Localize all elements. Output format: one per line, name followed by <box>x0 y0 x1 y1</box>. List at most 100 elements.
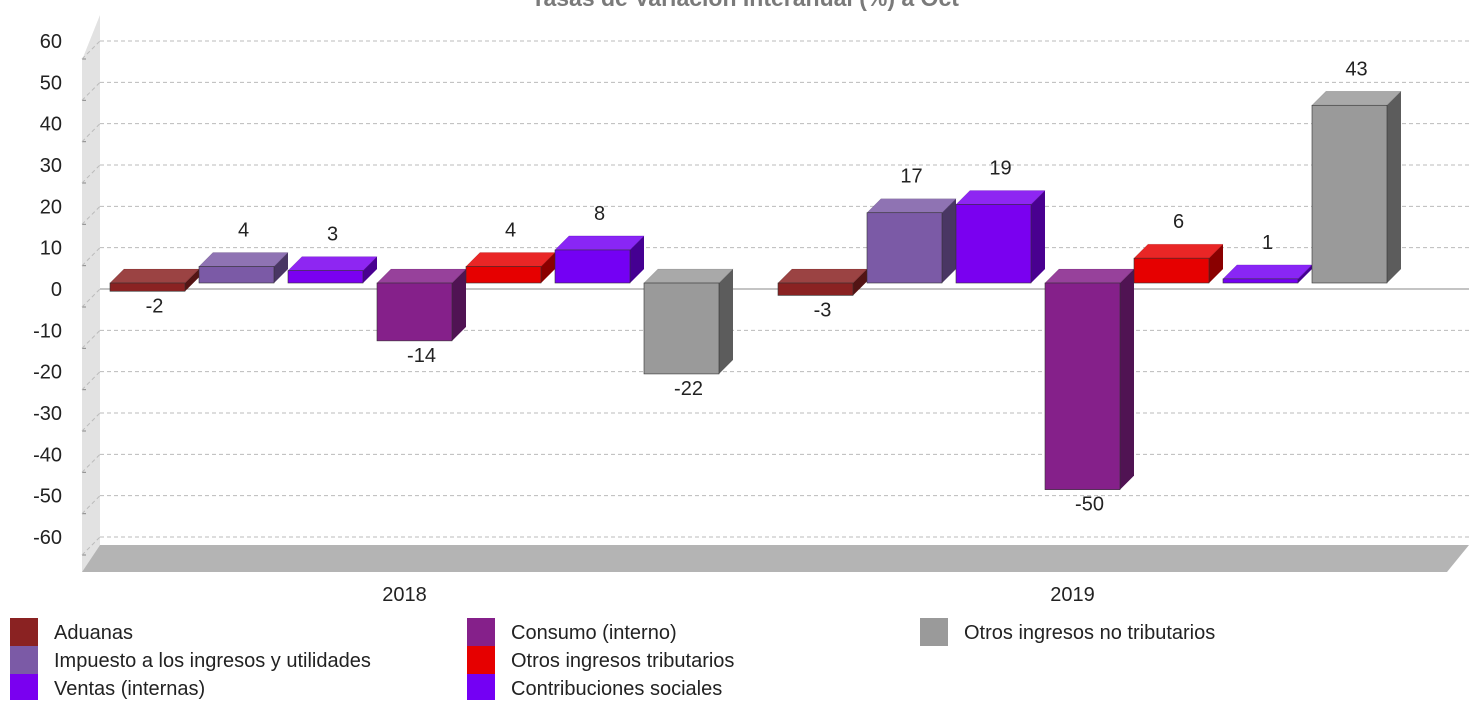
bar-top-shade <box>1133 243 1224 259</box>
bar <box>109 282 186 292</box>
data-label: 43 <box>1345 58 1367 80</box>
bar <box>198 266 275 284</box>
y-tick-label: 0 <box>51 279 62 301</box>
bar-side-shade <box>1298 264 1312 283</box>
legend-swatch <box>10 646 38 674</box>
legend-swatch <box>920 618 948 646</box>
bar-top <box>1045 269 1134 283</box>
legend-label: Ventas (internas) <box>54 678 205 700</box>
y-tick-label: -30 <box>33 403 62 425</box>
bar-side <box>541 252 555 283</box>
bar <box>955 204 1032 284</box>
bar-side <box>1120 269 1134 490</box>
bar-top-shade <box>1044 268 1135 284</box>
bar <box>1044 282 1121 490</box>
data-label: 17 <box>900 166 922 188</box>
bar-side-shade <box>853 269 867 296</box>
bar-side-shade <box>630 235 644 283</box>
grid-line <box>81 81 101 101</box>
data-label: 8 <box>594 203 605 225</box>
bar <box>1222 278 1299 284</box>
bar-top <box>1312 91 1401 106</box>
grid-line <box>81 412 101 432</box>
bar-top <box>199 252 288 267</box>
data-label: -14 <box>407 345 436 367</box>
bar-side <box>1387 91 1401 284</box>
bar-top-shade <box>1311 90 1402 106</box>
legend-swatch <box>10 674 38 702</box>
bar-side <box>853 269 867 296</box>
bar-side-shade <box>1387 91 1401 284</box>
bar <box>376 282 453 342</box>
bar <box>777 282 854 296</box>
grid-line <box>81 453 101 473</box>
legend-swatch <box>10 618 38 646</box>
bar-side-shade <box>185 269 199 292</box>
bar <box>1133 257 1210 284</box>
data-label: -50 <box>1075 494 1104 516</box>
grid-line <box>81 371 101 391</box>
data-label: 6 <box>1173 211 1184 233</box>
data-label: 4 <box>238 219 249 241</box>
bar-side-shade <box>1031 190 1045 283</box>
bar-side <box>719 269 733 374</box>
legend-label: Impuesto a los ingresos y utilidades <box>54 650 371 672</box>
legend-label: Aduanas <box>54 622 133 644</box>
y-tick-label: -20 <box>33 362 62 384</box>
bar-side-shade <box>719 269 733 374</box>
bar-top-shade <box>465 252 556 267</box>
y-tick-label: 10 <box>40 238 62 260</box>
grid-line <box>81 40 101 60</box>
bar-top <box>778 269 867 283</box>
bar-side <box>185 269 199 292</box>
data-label: -2 <box>146 295 164 317</box>
bar <box>1311 104 1388 284</box>
bar-top-shade <box>198 252 289 267</box>
bar-side-shade <box>452 269 466 341</box>
bar-top <box>1223 264 1312 279</box>
bar-top <box>288 256 377 271</box>
bar-top-shade <box>376 268 467 284</box>
grid-line <box>81 288 101 308</box>
bar-top-shade <box>777 268 868 284</box>
left-wall <box>82 15 100 572</box>
legend-swatch <box>467 618 495 646</box>
data-label: -22 <box>674 378 703 400</box>
grid-line <box>81 536 101 556</box>
data-label: 4 <box>505 219 516 241</box>
bar <box>554 249 631 284</box>
bar-side-shade <box>541 252 555 283</box>
grid-line <box>81 329 101 349</box>
bar-side <box>1298 264 1312 283</box>
bar-top-shade <box>955 190 1046 205</box>
y-tick-label: 30 <box>40 155 62 177</box>
bar-top-shade <box>643 268 734 284</box>
grid-line <box>81 164 101 184</box>
bar <box>287 270 364 284</box>
bar <box>866 212 943 284</box>
grid-line <box>81 123 101 143</box>
bar-side <box>942 198 956 283</box>
y-tick-label: -50 <box>33 486 62 508</box>
bar-top-shade <box>109 268 200 284</box>
bar-top <box>867 198 956 213</box>
bar-side <box>452 269 466 341</box>
bar-top <box>644 269 733 283</box>
bar-side-shade <box>274 252 288 283</box>
x-tick-label: 2019 <box>1050 584 1095 606</box>
y-tick-label: -40 <box>33 444 62 466</box>
grid-line <box>81 495 101 515</box>
legend-label: Otros ingresos tributarios <box>511 650 734 672</box>
data-label: 3 <box>327 224 338 246</box>
y-tick-label: -10 <box>33 320 62 342</box>
data-label: 1 <box>1262 232 1273 254</box>
bar-top <box>466 252 555 267</box>
bar-side <box>274 252 288 283</box>
bar-top-shade <box>287 256 378 271</box>
bar-side-shade <box>363 256 377 283</box>
legend-label: Otros ingresos no tributarios <box>964 622 1215 644</box>
bar-side-shade <box>1120 269 1134 490</box>
legend-label: Consumo (interno) <box>511 622 677 644</box>
bar-top <box>110 269 199 283</box>
